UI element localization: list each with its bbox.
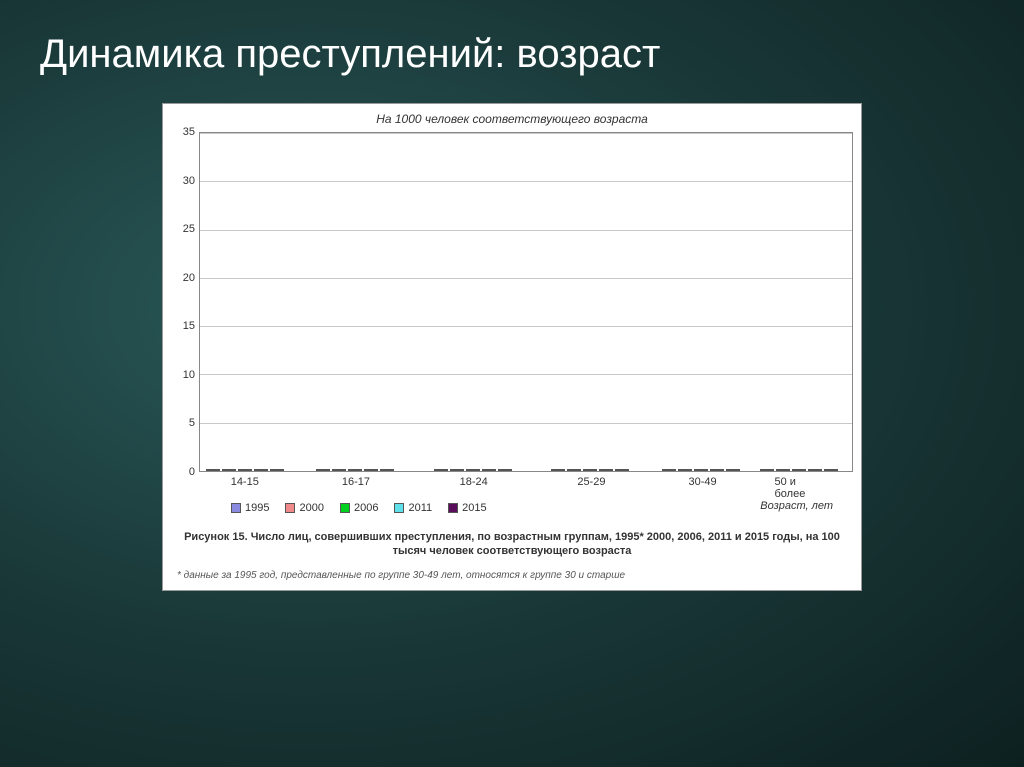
y-tick-label: 30 — [183, 175, 195, 187]
legend-label: 2011 — [408, 502, 432, 514]
legend-swatch — [231, 503, 241, 513]
y-tick-label: 20 — [183, 272, 195, 284]
gridline — [200, 278, 852, 279]
x-axis-title: Возраст, лет — [171, 500, 833, 512]
bar — [694, 469, 708, 471]
chart-footnote: * данные за 1995 год, представленные по … — [171, 569, 853, 582]
x-tick-label: 30-49 — [689, 476, 717, 488]
bar — [206, 469, 220, 471]
y-axis: 05101520253035 — [171, 132, 199, 472]
chart-title: На 1000 человек соответствующего возраст… — [171, 112, 853, 126]
bar — [662, 469, 676, 471]
x-tick-label: 25-29 — [577, 476, 605, 488]
bar — [678, 469, 692, 471]
chart-panel: На 1000 человек соответствующего возраст… — [162, 103, 862, 591]
y-tick-label: 5 — [189, 417, 195, 429]
legend-item: 1995 — [231, 502, 269, 514]
x-tick-label: 50 и более — [775, 476, 827, 500]
bar — [726, 469, 740, 471]
bar — [238, 469, 252, 471]
bar-group — [206, 469, 284, 471]
legend-swatch — [285, 503, 295, 513]
y-tick-label: 35 — [183, 126, 195, 138]
gridline — [200, 326, 852, 327]
bar — [482, 469, 496, 471]
y-tick-label: 25 — [183, 223, 195, 235]
bar — [450, 469, 464, 471]
chart-caption: Рисунок 15. Число лиц, совершивших прест… — [171, 530, 853, 559]
bar — [254, 469, 268, 471]
legend-item: 2015 — [448, 502, 486, 514]
y-tick-label: 0 — [189, 466, 195, 478]
bar — [599, 469, 613, 471]
bar — [567, 469, 581, 471]
legend-label: 2000 — [299, 502, 323, 514]
bar — [466, 469, 480, 471]
bar — [434, 469, 448, 471]
bar-group — [760, 469, 838, 471]
bar — [760, 469, 774, 471]
legend-swatch — [448, 503, 458, 513]
x-tick-label: 16-17 — [342, 476, 370, 488]
legend-swatch — [394, 503, 404, 513]
plot-area — [199, 132, 853, 472]
legend-swatch — [340, 503, 350, 513]
gridline — [200, 423, 852, 424]
plot-area-wrapper: 05101520253035 — [171, 132, 853, 472]
bar-group — [316, 469, 394, 471]
bar — [808, 469, 822, 471]
bar — [776, 469, 790, 471]
bar — [710, 469, 724, 471]
bar-group — [662, 469, 740, 471]
slide-title: Динамика преступлений: возраст — [0, 0, 1024, 88]
bar — [551, 469, 565, 471]
bar-group — [551, 469, 629, 471]
y-tick-label: 15 — [183, 320, 195, 332]
bar-group — [434, 469, 512, 471]
bar — [270, 469, 284, 471]
legend-item: 2000 — [285, 502, 323, 514]
gridline — [200, 181, 852, 182]
gridline — [200, 230, 852, 231]
x-tick-label: 14-15 — [231, 476, 259, 488]
bar — [792, 469, 806, 471]
legend-label: 2006 — [354, 502, 378, 514]
bar — [364, 469, 378, 471]
legend-item: 2011 — [394, 502, 432, 514]
x-axis: 14-1516-1718-2425-2930-4950 и более — [199, 472, 853, 492]
gridline — [200, 374, 852, 375]
legend-label: 1995 — [245, 502, 269, 514]
bar — [316, 469, 330, 471]
legend-item: 2006 — [340, 502, 378, 514]
bar — [348, 469, 362, 471]
bar — [824, 469, 838, 471]
bar — [222, 469, 236, 471]
x-tick-label: 18-24 — [460, 476, 488, 488]
gridline — [200, 133, 852, 134]
legend-label: 2015 — [462, 502, 486, 514]
bar — [615, 469, 629, 471]
bar — [380, 469, 394, 471]
bar — [498, 469, 512, 471]
y-tick-label: 10 — [183, 369, 195, 381]
bar — [332, 469, 346, 471]
bar — [583, 469, 597, 471]
